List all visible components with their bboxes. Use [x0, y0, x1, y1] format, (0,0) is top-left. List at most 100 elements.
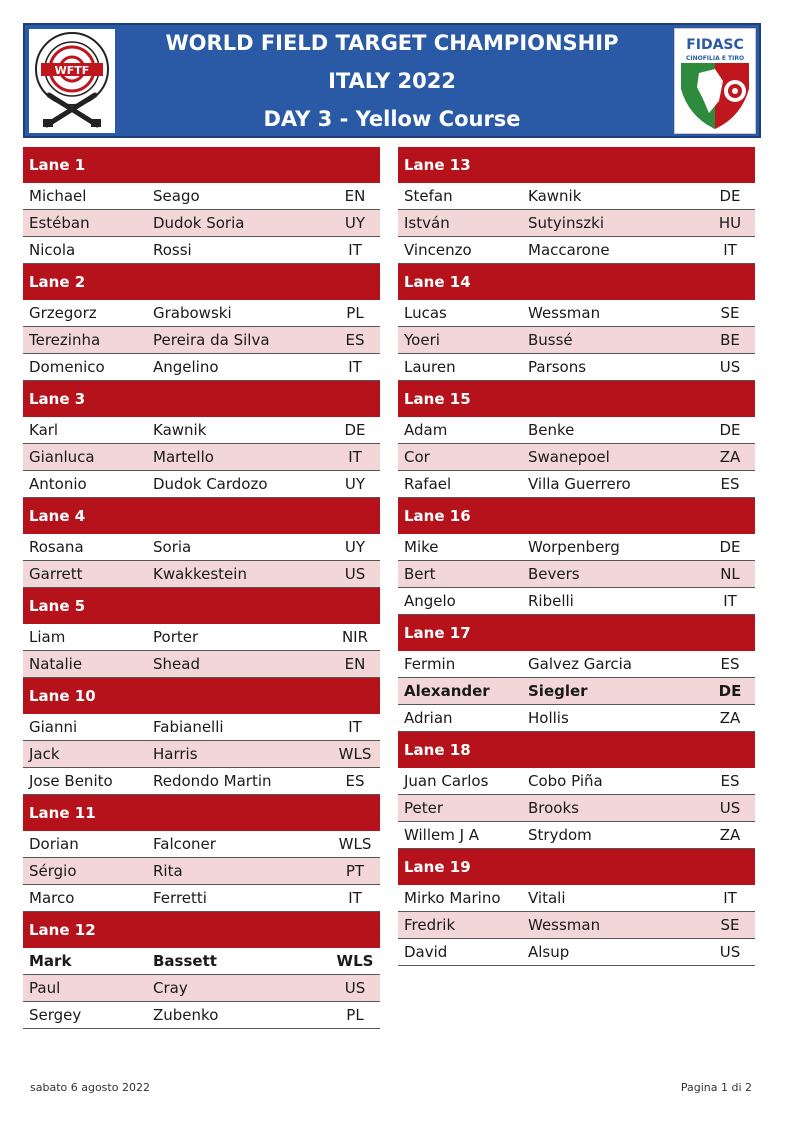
shooter-last-name: Fabianelli — [153, 718, 224, 736]
lane-label: Lane 10 — [29, 687, 96, 705]
lane-header: Lane 2 — [23, 264, 380, 300]
shooter-nation: US — [719, 358, 741, 376]
shooter-row: Cor Swanepoel ZA — [398, 444, 755, 471]
fidasc-logo-subtitle: CINOFILIA E TIRO — [686, 55, 744, 62]
shooter-first-name: Dorian — [29, 835, 79, 853]
shooter-first-name: Jose Benito — [29, 772, 113, 790]
lane-rows: Dorian Falconer WLS Sérgio Rita PT Marco Ferret… — [23, 831, 380, 912]
lane-block: Lane 10 Gianni Fabianelli IT Jack Harris WLS Jo… — [23, 678, 380, 795]
shooter-nation: WLS — [338, 745, 372, 763]
shooter-last-name: Ribelli — [528, 592, 574, 610]
shooter-first-name: Adam — [404, 421, 448, 439]
shooter-nation: IT — [348, 241, 362, 259]
lane-header: Lane 19 — [398, 849, 755, 885]
shooter-last-name: Galvez Garcia — [528, 655, 632, 673]
lane-header: Lane 18 — [398, 732, 755, 768]
shooter-row: Dorian Falconer WLS — [23, 831, 380, 858]
shooter-last-name: Dudok Cardozo — [153, 475, 268, 493]
shooter-nation: DE — [344, 421, 366, 439]
shooter-nation: PL — [346, 304, 364, 322]
lane-header: Lane 17 — [398, 615, 755, 651]
shooter-first-name: Grzegorz — [29, 304, 97, 322]
shooter-row: Bert Bevers NL — [398, 561, 755, 588]
shooter-last-name: Rossi — [153, 241, 192, 259]
shooter-nation: ES — [345, 331, 365, 349]
shooter-last-name: Kawnik — [528, 187, 582, 205]
lane-label: Lane 13 — [404, 156, 471, 174]
shooter-nation: DE — [719, 187, 741, 205]
lane-rows: Stefan Kawnik DE István Sutyinszki HU Vincenzo… — [398, 183, 755, 264]
fidasc-logo-title: FIDASC — [686, 37, 744, 53]
shooter-first-name: Michael — [29, 187, 87, 205]
shooter-first-name: Natalie — [29, 655, 83, 673]
shooter-row: Vincenzo Maccarone IT — [398, 237, 755, 264]
lane-block: Lane 15 Adam Benke DE Cor Swanepoel ZA Rafael Vi… — [398, 381, 755, 498]
shooter-row: István Sutyinszki HU — [398, 210, 755, 237]
shooter-nation: NIR — [341, 628, 369, 646]
shooter-row: Adrian Hollis ZA — [398, 705, 755, 732]
shooter-nation: IT — [348, 448, 362, 466]
lane-block: Lane 5 Liam Porter NIR Natalie Shead EN — [23, 588, 380, 678]
shooter-nation: DE — [718, 682, 742, 700]
shooter-first-name: Garrett — [29, 565, 83, 583]
left-lane-column: Lane 1 Michael Seago EN Estéban Dudok Soria UY… — [23, 147, 380, 1029]
shooter-row: Rosana Soria UY — [23, 534, 380, 561]
shooter-last-name: Zubenko — [153, 1006, 219, 1024]
shooter-row: Garrett Kwakkestein US — [23, 561, 380, 588]
lane-header: Lane 11 — [23, 795, 380, 831]
shooter-nation: PL — [346, 1006, 364, 1024]
shooter-last-name: Vitali — [528, 889, 566, 907]
shooter-nation: EN — [344, 187, 366, 205]
header-banner: WFTF WORLD FIELD TARGET CHAMPIONSHIP ITA… — [23, 23, 761, 138]
shooter-last-name: Swanepoel — [528, 448, 610, 466]
shooter-first-name: Alexander — [404, 682, 490, 700]
lane-block: Lane 11 Dorian Falconer WLS Sérgio Rita PT Marc… — [23, 795, 380, 912]
fidasc-logo: FIDASC CINOFILIA E TIRO — [674, 28, 756, 134]
shooter-nation: US — [344, 565, 366, 583]
shooter-first-name: Liam — [29, 628, 66, 646]
shooter-first-name: Nicola — [29, 241, 76, 259]
shooter-row: Lauren Parsons US — [398, 354, 755, 381]
shooter-first-name: Adrian — [404, 709, 453, 727]
lane-block: Lane 16 Mike Worpenberg DE Bert Bevers NL Angel… — [398, 498, 755, 615]
shooter-row: Estéban Dudok Soria UY — [23, 210, 380, 237]
lane-header: Lane 14 — [398, 264, 755, 300]
lane-block: Lane 2 Grzegorz Grabowski PL Terezinha Pereir… — [23, 264, 380, 381]
shooter-last-name: Kawnik — [153, 421, 207, 439]
lane-rows: Mark Bassett WLS Paul Cray US Sergey Zubenko PL — [23, 948, 380, 1029]
shooter-nation: SE — [720, 916, 740, 934]
shooter-row: Gianluca Martello IT — [23, 444, 380, 471]
shooter-first-name: Vincenzo — [404, 241, 472, 259]
shooter-first-name: Peter — [404, 799, 444, 817]
shooter-first-name: Stefan — [404, 187, 453, 205]
shooter-row: Adam Benke DE — [398, 417, 755, 444]
shooter-nation: ZA — [719, 448, 741, 466]
lane-label: Lane 1 — [29, 156, 86, 174]
shooter-row: Peter Brooks US — [398, 795, 755, 822]
lane-block: Lane 1 Michael Seago EN Estéban Dudok Soria UY… — [23, 147, 380, 264]
shooter-last-name: Alsup — [528, 943, 570, 961]
shooter-first-name: Domenico — [29, 358, 105, 376]
shooter-row: Liam Porter NIR — [23, 624, 380, 651]
lane-rows: Gianni Fabianelli IT Jack Harris WLS Jose Beni… — [23, 714, 380, 795]
shooter-row: Yoeri Bussé BE — [398, 327, 755, 354]
lane-rows: Lucas Wessman SE Yoeri Bussé BE Lauren Parsons U… — [398, 300, 755, 381]
lane-label: Lane 3 — [29, 390, 86, 408]
shooter-last-name: Cray — [153, 979, 188, 997]
lane-block: Lane 19 Mirko Marino Vitali IT Fredrik Wessma… — [398, 849, 755, 966]
shooter-first-name: Angelo — [404, 592, 456, 610]
lane-label: Lane 14 — [404, 273, 471, 291]
lane-header: Lane 10 — [23, 678, 380, 714]
shooter-nation: SE — [720, 304, 740, 322]
lane-rows: Fermin Galvez Garcia ES Alexander Siegler DE A… — [398, 651, 755, 732]
shooter-row: Sergey Zubenko PL — [23, 1002, 380, 1029]
shooter-last-name: Angelino — [153, 358, 219, 376]
lane-label: Lane 5 — [29, 597, 86, 615]
shooter-first-name: Antonio — [29, 475, 87, 493]
shooter-row: Michael Seago EN — [23, 183, 380, 210]
lane-rows: Michael Seago EN Estéban Dudok Soria UY Nicola… — [23, 183, 380, 264]
lane-label: Lane 16 — [404, 507, 471, 525]
lane-block: Lane 13 Stefan Kawnik DE István Sutyinszki HU V… — [398, 147, 755, 264]
lane-label: Lane 11 — [29, 804, 96, 822]
lane-block: Lane 14 Lucas Wessman SE Yoeri Bussé BE Lauren P… — [398, 264, 755, 381]
